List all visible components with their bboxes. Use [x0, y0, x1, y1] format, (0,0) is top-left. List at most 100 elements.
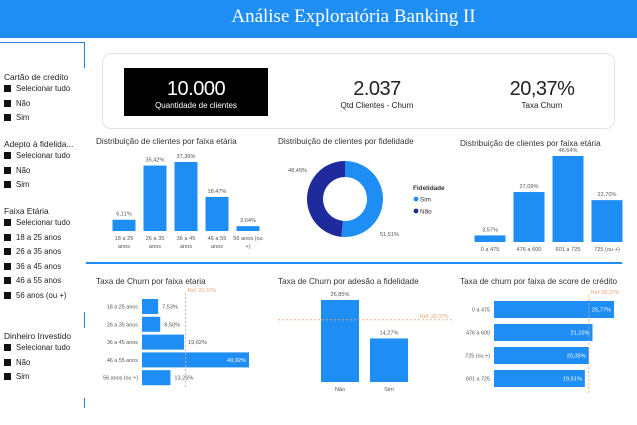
- x-tick-label: 601 a 725: [556, 247, 581, 253]
- header-bar: Análise Exploratória Banking II: [0, 0, 637, 38]
- bar: [112, 219, 136, 231]
- checkbox-icon[interactable]: [4, 166, 11, 174]
- filter-option[interactable]: Não: [4, 358, 30, 367]
- data-label: 25,77%: [592, 308, 611, 314]
- checkbox-icon[interactable]: [4, 219, 11, 226]
- chart-title: Taxa de Churn por adesão a fidelidade: [278, 277, 419, 286]
- data-label: 3,57%: [482, 227, 498, 233]
- filter-option[interactable]: Sim: [4, 372, 29, 381]
- filter-option-label: Selecionar tudo: [16, 84, 71, 93]
- kpi-label: Quantidade de clientes: [155, 101, 237, 110]
- checkbox-icon[interactable]: [4, 114, 11, 121]
- kpi-churn-clients: 2.037 Qtd Clientes - Churn: [330, 78, 424, 110]
- data-label: 51,51%: [380, 232, 399, 238]
- filter-option-label: Sim: [16, 180, 30, 189]
- filter-option-label: Selecionar tudo: [16, 218, 71, 227]
- legend-marker: [413, 208, 419, 214]
- bar: [142, 370, 171, 386]
- data-label: 18,47%: [208, 189, 227, 195]
- data-label: 37,36%: [177, 154, 196, 160]
- x-tick-label: Não: [335, 387, 345, 393]
- kpi-label: Qtd Clientes - Churn: [340, 101, 414, 110]
- filter-option-label: 56 anos (ou +): [16, 290, 67, 300]
- section-divider: [86, 262, 622, 264]
- pie-slice: [307, 161, 345, 237]
- data-label: 21,15%: [571, 331, 590, 337]
- bar: [236, 226, 260, 231]
- data-label: 13,26%: [174, 376, 193, 382]
- checkbox-icon[interactable]: [4, 344, 11, 351]
- checkbox-icon[interactable]: [4, 233, 11, 241]
- x-tick-label: 36 a 45: [177, 236, 196, 242]
- filter-option[interactable]: Selecionar tudo: [4, 84, 70, 93]
- x-tick-label: 46 a 55: [208, 236, 227, 242]
- checkbox-icon[interactable]: [4, 181, 11, 188]
- data-label: 19,51%: [563, 377, 582, 383]
- checkbox-icon[interactable]: [4, 248, 11, 255]
- data-label: 22,70%: [598, 192, 617, 198]
- bar: [142, 299, 159, 314]
- data-label: 48,49%: [288, 168, 307, 174]
- y-tick-label: 36 a 45 anos: [107, 340, 138, 346]
- y-tick-label: 476 a 600: [466, 331, 490, 337]
- chart-title: Taxa de Churn por faixa etaria: [96, 277, 206, 286]
- filter-option[interactable]: Sim: [4, 113, 29, 122]
- filter-option-label: Sim: [16, 372, 30, 381]
- bar: [174, 162, 198, 231]
- filter-option[interactable]: 46 a 55 anos: [4, 276, 61, 285]
- checkbox-icon[interactable]: [4, 358, 11, 366]
- kpi-value: 2.037: [353, 78, 401, 100]
- bar: [591, 200, 623, 242]
- bar: [142, 352, 249, 368]
- y-tick-label: 0 a 475: [472, 308, 490, 314]
- filter-sidebar: [0, 42, 84, 425]
- filter-option-label: Sim: [16, 113, 30, 122]
- filter-option[interactable]: 18 a 25 anos: [4, 233, 61, 242]
- page-title: Análise Exploratória Banking II: [231, 6, 476, 27]
- x-tick-label: +): [245, 244, 250, 250]
- filter-option[interactable]: 36 a 45 anos: [4, 262, 61, 271]
- bar: [205, 196, 229, 231]
- filter-option[interactable]: Selecionar tudo: [4, 343, 70, 352]
- filter-option[interactable]: Selecionar tudo: [4, 218, 70, 227]
- checkbox-icon[interactable]: [4, 85, 11, 92]
- checkbox-icon[interactable]: [4, 291, 11, 299]
- legend-label: Sim: [420, 197, 431, 204]
- y-tick-label: 18 a 25 anos: [107, 305, 138, 311]
- checkbox-icon[interactable]: [4, 373, 11, 380]
- checkbox-icon[interactable]: [4, 99, 11, 107]
- filter-option[interactable]: Sim: [4, 180, 29, 189]
- reference-label: Ref: 20,37%: [591, 290, 620, 296]
- y-tick-label: 725 (ou +): [465, 354, 490, 360]
- legend-label: Não: [420, 209, 432, 216]
- bar: [370, 338, 408, 382]
- filter-option[interactable]: Selecionar tudo: [4, 151, 70, 160]
- filter-option[interactable]: Não: [4, 166, 30, 175]
- reference-label: Ref: 20,37%: [188, 288, 217, 294]
- checkbox-icon[interactable]: [4, 277, 11, 284]
- legend-title: Fidelidade: [413, 185, 445, 192]
- data-label: 6,11%: [116, 212, 131, 218]
- filter-option[interactable]: Não: [4, 99, 30, 108]
- x-tick-label: anos: [211, 244, 223, 250]
- checkbox-icon[interactable]: [4, 262, 11, 270]
- kpi-label: Taxa Churn: [521, 101, 563, 110]
- bar: [494, 370, 585, 387]
- filter-option-label: 18 a 25 anos: [16, 232, 62, 242]
- x-tick-label: anos: [180, 244, 192, 250]
- pie-slice: [341, 161, 384, 237]
- data-label: 7,53%: [162, 305, 178, 311]
- legend-marker: [413, 196, 419, 202]
- bar: [142, 334, 185, 350]
- x-tick-label: anos: [118, 244, 130, 250]
- filter-option-label: Não: [16, 357, 31, 367]
- filter-option-label: 36 a 45 anos: [16, 261, 62, 271]
- chart-title: Distribuição de clientes por faixa etári…: [460, 139, 601, 148]
- data-label: 14,27%: [380, 330, 399, 336]
- chart-title: Distribuição de clientes por fidelidade: [278, 137, 414, 146]
- bar: [143, 165, 167, 231]
- filter-option[interactable]: 56 anos (ou +): [4, 291, 67, 300]
- checkbox-icon[interactable]: [4, 152, 11, 159]
- filter-option[interactable]: 26 a 35 anos: [4, 247, 61, 256]
